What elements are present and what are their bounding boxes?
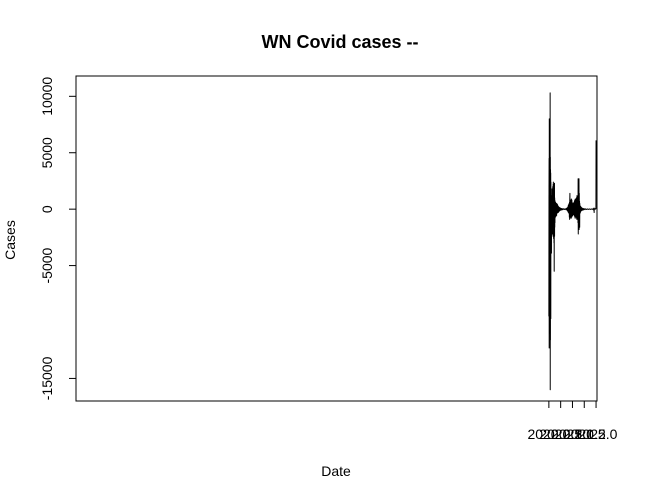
y-tick-label: -15000 bbox=[39, 356, 55, 400]
y-axis-label: Cases bbox=[2, 220, 18, 260]
series-line-cases bbox=[548, 92, 597, 391]
x-tick-label: 2021.0 bbox=[551, 426, 594, 442]
x-tick-label: 2020.5 bbox=[539, 426, 582, 442]
y-tick-label: -5000 bbox=[39, 247, 55, 283]
y-tick-label: 10000 bbox=[39, 77, 55, 116]
y-tick-label: 5000 bbox=[39, 137, 55, 168]
plot-frame bbox=[75, 75, 598, 402]
x-tick-label: 2022.0 bbox=[575, 426, 618, 442]
plot-area bbox=[548, 92, 597, 391]
x-axis-label: Date bbox=[321, 463, 351, 479]
x-tick-label: 2021.5 bbox=[563, 426, 606, 442]
y-tick-label: 0 bbox=[39, 205, 55, 213]
x-tick-label: 2020.0 bbox=[527, 426, 570, 442]
chart-title: WN Covid cases -- bbox=[261, 32, 418, 52]
y-axis: -15000 -5000 0 5000 10000 bbox=[39, 77, 77, 400]
